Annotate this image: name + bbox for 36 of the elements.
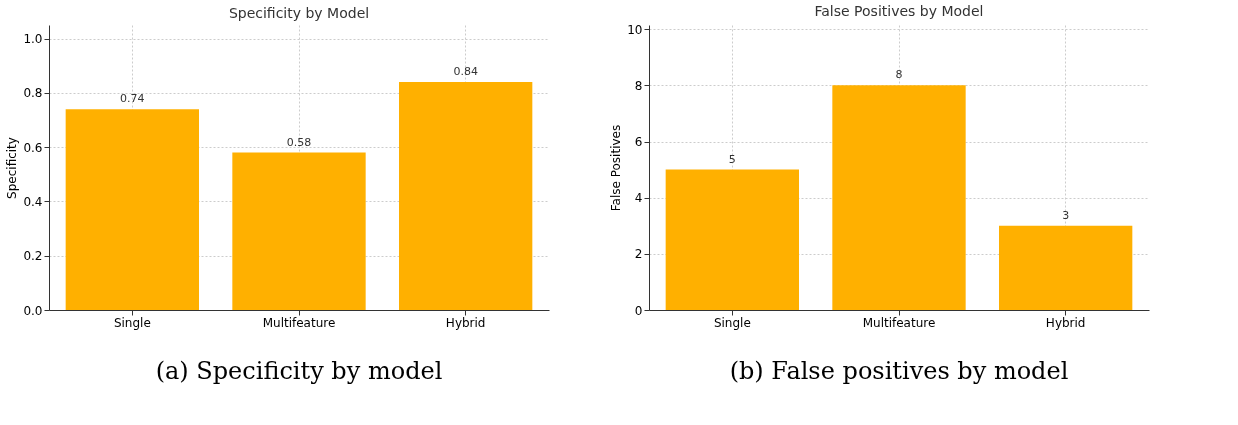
y-tick-label: 8 — [634, 78, 643, 93]
x-tick-label: Hybrid — [445, 315, 486, 330]
data-label: 3 — [1062, 208, 1070, 222]
y-tick-label: 0.8 — [23, 86, 43, 101]
bar — [232, 152, 366, 310]
chart-title: False Positives by Model — [814, 3, 984, 20]
chart-title: Specificity by Model — [228, 5, 370, 21]
x-tick-label: Hybrid — [1045, 315, 1086, 330]
data-label: 8 — [895, 68, 903, 82]
y-tick-label: 1.0 — [23, 32, 43, 47]
data-label: 0.58 — [286, 135, 312, 149]
y-tick-label: 0.6 — [23, 140, 43, 155]
x-tick-label: Single — [713, 315, 751, 330]
y-axis-title: Specificity — [5, 137, 20, 199]
bar — [65, 109, 199, 310]
y-tick-label: 4 — [634, 191, 643, 206]
data-label: 5 — [728, 152, 736, 166]
y-axis-title: False Positives — [609, 124, 624, 212]
data-label: 0.74 — [120, 92, 145, 106]
x-tick-label: Multifeature — [262, 315, 336, 330]
y-tick-label: 0 — [634, 303, 643, 318]
text: (b) False positives by model — [729, 357, 1069, 385]
bar — [832, 85, 966, 310]
y-tick-label: 10 — [627, 22, 643, 37]
y-tick-label: 0.4 — [23, 194, 43, 209]
x-tick-label: Multifeature — [862, 315, 936, 330]
y-tick-label: 0.0 — [23, 303, 43, 318]
text: (a) Specificity by model — [155, 357, 443, 385]
y-tick-label: 6 — [634, 135, 643, 150]
x-tick-label: Single — [113, 315, 151, 330]
data-label: 0.84 — [453, 65, 478, 78]
y-tick-label: 0.2 — [23, 249, 43, 264]
bar — [399, 82, 533, 310]
bar — [665, 169, 799, 310]
bar — [999, 225, 1133, 310]
y-tick-label: 2 — [634, 247, 643, 262]
